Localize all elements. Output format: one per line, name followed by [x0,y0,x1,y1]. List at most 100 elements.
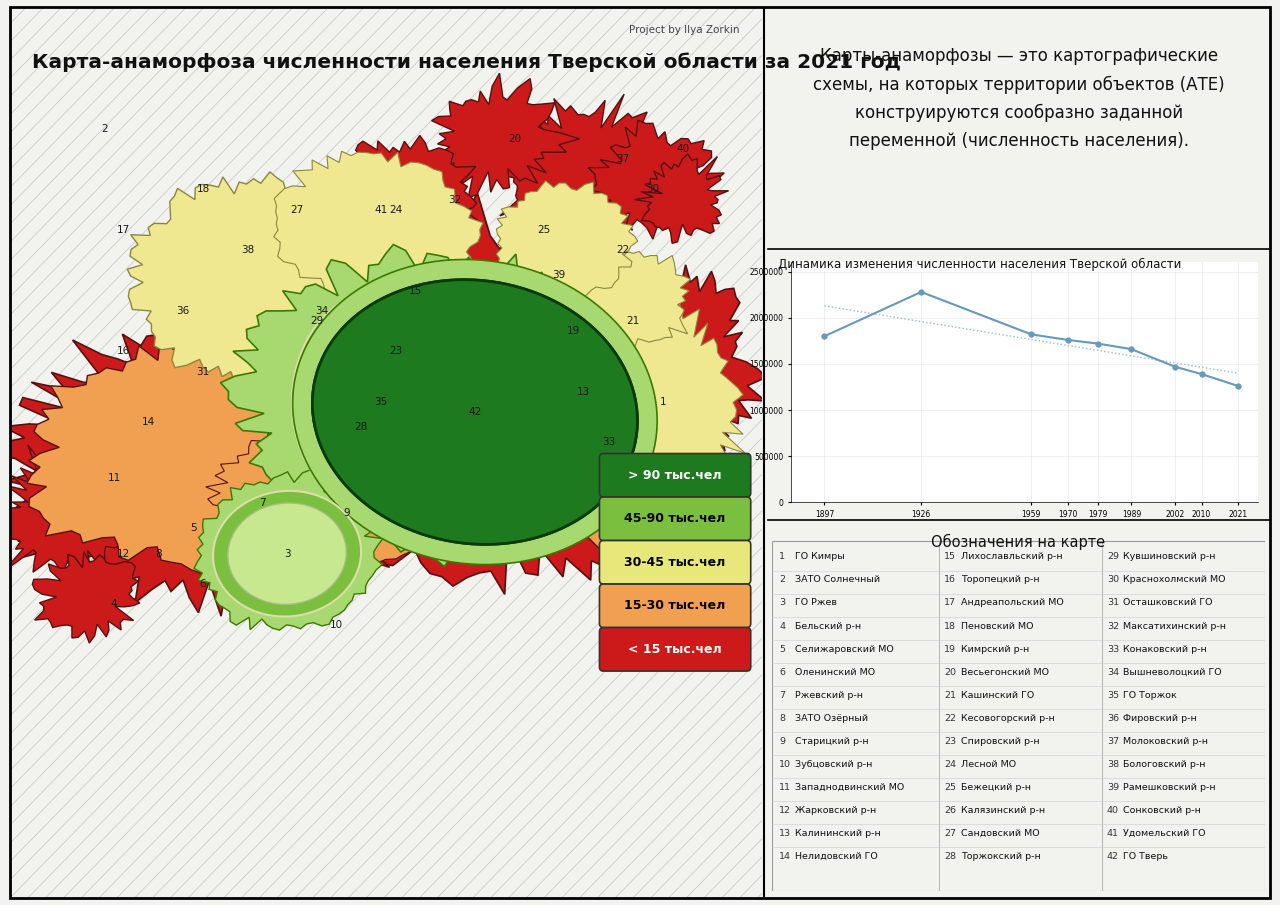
Polygon shape [292,291,470,513]
Text: 24: 24 [389,205,402,214]
Text: Бельский р-н: Бельский р-н [795,622,861,631]
Text: 17: 17 [118,224,131,235]
Text: 26: 26 [945,805,956,814]
Polygon shape [333,268,723,551]
Text: 20: 20 [508,134,521,144]
Text: Зубцовский р-н: Зубцовский р-н [795,759,873,768]
Text: 16: 16 [945,576,956,585]
Text: 27: 27 [945,829,956,838]
Polygon shape [635,154,728,243]
FancyBboxPatch shape [599,497,751,540]
Text: Жарковский р-н: Жарковский р-н [795,805,877,814]
Text: ГО Ржев: ГО Ржев [795,598,837,607]
Text: 34: 34 [315,306,328,316]
Text: 26: 26 [676,468,689,478]
Text: ЗАТО Озёрный: ЗАТО Озёрный [795,714,869,723]
Text: 25: 25 [945,783,956,792]
Text: 13: 13 [780,829,791,838]
Text: Карты-анаморфозы — это картографические
схемы, на которых территории объектов (А: Карты-анаморфозы — это картографические … [813,47,1225,149]
Text: 5: 5 [780,644,785,653]
Text: 40: 40 [1107,805,1119,814]
Text: 30: 30 [646,185,659,195]
Text: 38: 38 [241,245,255,255]
Text: 3: 3 [780,598,786,607]
Text: Кимрский р-н: Кимрский р-н [960,644,1029,653]
Text: 23: 23 [389,347,402,357]
Text: Фировский р-н: Фировский р-н [1124,714,1197,723]
Text: Калининский р-н: Калининский р-н [795,829,881,838]
Text: Андреапольский МО: Андреапольский МО [960,598,1064,607]
Text: 19: 19 [567,326,580,336]
Text: Рамешковский р-н: Рамешковский р-н [1124,783,1216,792]
Text: 18: 18 [945,622,956,631]
Polygon shape [212,491,361,616]
Text: 8: 8 [780,714,785,723]
Text: 17: 17 [945,598,956,607]
Text: 41: 41 [1107,829,1119,838]
Text: 5: 5 [189,523,196,533]
Text: Лихославльский р-н: Лихославльский р-н [960,552,1062,561]
Text: Максатихинский р-н: Максатихинский р-н [1124,622,1226,631]
Text: 7: 7 [780,691,785,700]
Text: Пеновский МО: Пеновский МО [960,622,1033,631]
Text: 20: 20 [945,668,956,677]
Polygon shape [27,338,381,574]
Text: ГО Тверь: ГО Тверь [1124,852,1169,861]
Text: 35: 35 [374,397,388,407]
Polygon shape [431,73,580,197]
Text: Кувшиновский р-н: Кувшиновский р-н [1124,552,1216,561]
Text: Конаковский р-н: Конаковский р-н [1124,644,1207,653]
Text: Бологовский р-н: Бологовский р-н [1124,759,1206,768]
Polygon shape [312,280,637,544]
Text: ГО Кимры: ГО Кимры [795,552,845,561]
Polygon shape [495,94,681,241]
Text: 22: 22 [617,245,630,255]
Text: 45-90 тыс.чел: 45-90 тыс.чел [625,512,726,525]
Polygon shape [274,151,483,316]
Polygon shape [206,414,480,567]
Text: 11: 11 [780,783,791,792]
Text: 34: 34 [1107,668,1119,677]
Polygon shape [586,303,745,498]
Text: 28: 28 [945,852,956,861]
Text: 42: 42 [468,407,481,417]
Text: < 15 тыс.чел: < 15 тыс.чел [628,643,722,656]
Text: Project by Ilya Zorkin: Project by Ilya Zorkin [630,25,740,35]
Text: Нелидовский ГО: Нелидовский ГО [795,852,878,861]
Text: Торопецкий р-н: Торопецкий р-н [960,576,1039,585]
Text: Краснохолмский МО: Краснохолмский МО [1124,576,1226,585]
Polygon shape [576,252,691,351]
Polygon shape [0,433,146,582]
Text: 4: 4 [780,622,785,631]
Text: Калязинский р-н: Калязинский р-н [960,805,1044,814]
Polygon shape [497,181,637,300]
Text: 29: 29 [310,316,324,326]
Text: Кашинский ГО: Кашинский ГО [960,691,1034,700]
Text: 38: 38 [1107,759,1119,768]
Text: Осташковский ГО: Осташковский ГО [1124,598,1212,607]
Text: ГО Торжок: ГО Торжок [1124,691,1176,700]
Polygon shape [329,136,483,257]
Text: 22: 22 [945,714,956,723]
FancyBboxPatch shape [599,453,751,497]
Text: Селижаровский МО: Селижаровский МО [795,644,895,653]
Text: Лесной МО: Лесной МО [960,759,1016,768]
Polygon shape [32,552,140,643]
Text: Старицкий р-н: Старицкий р-н [795,737,869,746]
Text: 32: 32 [1107,622,1119,631]
Text: 28: 28 [355,423,367,433]
Text: 33: 33 [602,437,614,447]
Text: 6: 6 [780,668,785,677]
Text: Сандовский МО: Сандовский МО [960,829,1039,838]
Text: Бежецкий р-н: Бежецкий р-н [960,783,1030,792]
Text: 27: 27 [291,205,303,214]
Polygon shape [293,260,657,565]
Text: 35: 35 [1107,691,1119,700]
Text: Вышневолоцкий ГО: Вышневолоцкий ГО [1124,668,1222,677]
Text: 12: 12 [118,548,131,558]
Text: 39: 39 [552,271,566,281]
Text: 42: 42 [1107,852,1119,861]
Text: 31: 31 [196,367,210,376]
Polygon shape [127,172,374,386]
Text: 8: 8 [155,548,161,558]
